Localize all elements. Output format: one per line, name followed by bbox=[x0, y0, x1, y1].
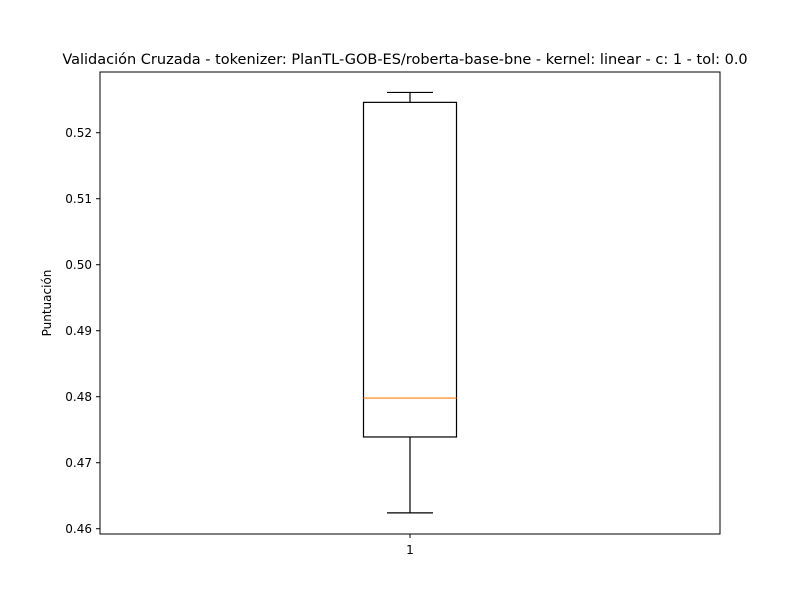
y-tick-label: 0.48 bbox=[65, 390, 92, 404]
y-tick-label: 0.52 bbox=[65, 126, 92, 140]
y-tick-label: 0.46 bbox=[65, 522, 92, 536]
y-tick-label: 0.49 bbox=[65, 324, 92, 338]
y-axis-label: Puntuación bbox=[40, 270, 54, 337]
y-axis: 0.46 0.47 0.48 0.49 0.50 0.51 0.52 bbox=[65, 126, 100, 536]
y-tick-label: 0.50 bbox=[65, 258, 92, 272]
box-iqr bbox=[362, 101, 458, 438]
y-tick-label: 0.47 bbox=[65, 456, 92, 470]
x-tick-label: 1 bbox=[406, 543, 414, 557]
chart-title: Validación Cruzada - tokenizer: PlanTL-G… bbox=[62, 52, 747, 68]
boxes bbox=[362, 91, 458, 514]
x-axis: 1 bbox=[406, 534, 414, 557]
y-tick-label: 0.51 bbox=[65, 192, 92, 206]
